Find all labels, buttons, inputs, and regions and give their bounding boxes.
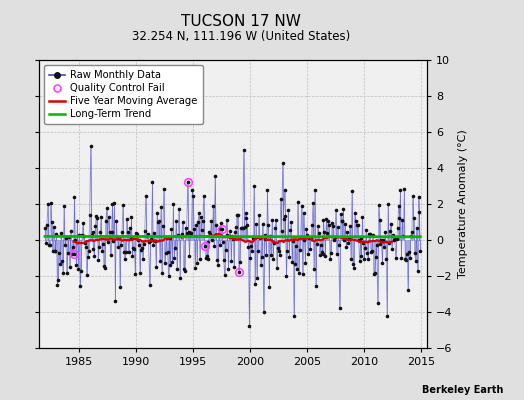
Text: Berkeley Earth: Berkeley Earth <box>422 385 503 395</box>
Y-axis label: Temperature Anomaly (°C): Temperature Anomaly (°C) <box>458 130 468 278</box>
Text: TUCSON 17 NW: TUCSON 17 NW <box>181 14 301 29</box>
Legend: Raw Monthly Data, Quality Control Fail, Five Year Moving Average, Long-Term Tren: Raw Monthly Data, Quality Control Fail, … <box>45 65 203 124</box>
Text: 32.254 N, 111.196 W (United States): 32.254 N, 111.196 W (United States) <box>132 30 350 43</box>
